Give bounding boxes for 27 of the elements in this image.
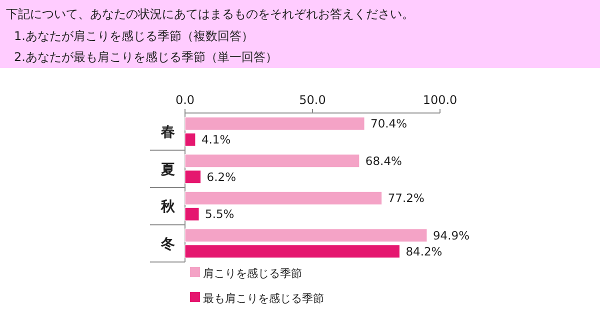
bar <box>184 170 202 184</box>
data-label: 77.2% <box>388 191 424 206</box>
data-label: 4.1% <box>201 132 231 147</box>
data-label: 6.2% <box>206 170 236 184</box>
y-tick-label: 夏 <box>160 162 175 178</box>
data-label: 84.2% <box>406 244 442 258</box>
legend-label: 肩こりを感じる季節 <box>203 267 302 280</box>
legend-label: 最も肩こりを感じる季節 <box>203 292 324 305</box>
data-label: 68.4% <box>365 154 402 168</box>
data-label: 94.9% <box>432 228 470 242</box>
x-tick-label: 100.0 <box>422 93 458 107</box>
data-label: 5.5% <box>205 207 234 222</box>
chart-title: 下記について、あなたの状況にあてはまるものをそれぞれお答えください。 <box>6 7 414 21</box>
bar <box>184 154 360 168</box>
y-tick-label: 春 <box>160 124 175 141</box>
chart-subtitle: 1.あなたが肩こりを感じる季節（複数回答） 2.あなたが最も肩こりを感じる季節（単一回答） <box>14 29 278 64</box>
data-label: 70.4% <box>370 116 408 131</box>
y-tick-label: 秋 <box>160 199 176 216</box>
y-tick-label: 冬 <box>160 236 175 252</box>
bar <box>184 132 196 146</box>
x-tick-label: 50.0 <box>299 93 326 107</box>
x-tick-label: 0.0 <box>175 93 195 107</box>
bar <box>184 244 400 258</box>
bar <box>184 116 365 130</box>
bar <box>184 228 428 242</box>
bar <box>184 191 382 205</box>
bar <box>184 207 200 221</box>
